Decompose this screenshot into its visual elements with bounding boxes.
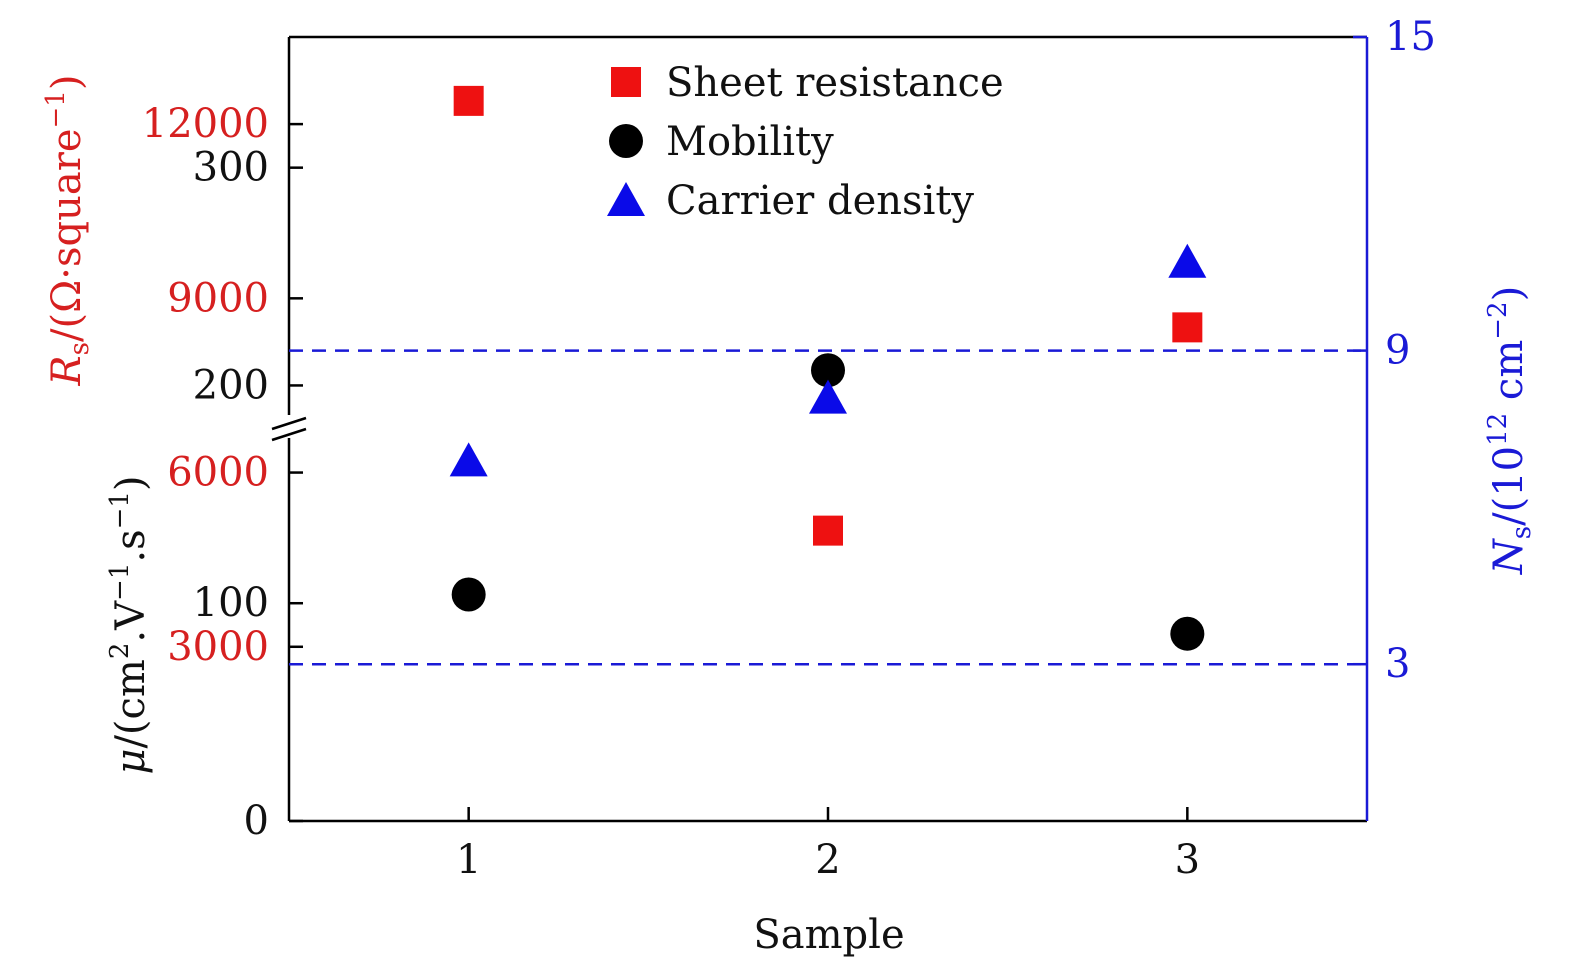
y-tick-label: 9000 [167,275,269,321]
square-point [1172,312,1203,343]
x-tick-label: 2 [815,837,840,883]
circle-point [451,577,486,612]
triangle-point [809,379,847,414]
data-markers [449,85,1207,651]
left-bottom-axis-label: μ/(cm2.V−1.s−1) [105,475,154,774]
y-tick-label: 100 [193,580,269,626]
circle-point [811,353,845,388]
square-point [813,515,843,546]
legend-triangle-symbol [607,182,645,216]
axis-break-mark [271,427,307,442]
x-tick-label: 1 [456,837,481,883]
axis-ticks: 3000 6000 9000 12000 0 100 200 300 3 9 15 1 2 3 [142,14,1436,883]
y-tick-label: 12000 [142,101,269,147]
reference-lines [289,349,1367,666]
right-tick-label: 15 [1385,14,1436,60]
right-axis-label: Ns/(1012 cm−2) [1483,286,1537,575]
y-tick-label: 200 [193,362,269,408]
legend-square-symbol [611,67,641,97]
y-tick-label: 3000 [167,624,269,670]
legend: Sheet resistance Mobility Carrier density [607,60,1004,224]
x-tick-label: 3 [1175,837,1200,883]
triangle-point [1168,243,1207,278]
y-tick-label: 0 [244,798,269,844]
axis-break-mark [271,416,307,431]
x-axis-label: Sample [753,912,904,958]
right-tick-label: 3 [1385,641,1410,687]
y-tick-label: 300 [193,145,269,191]
legend-label: Sheet resistance [666,60,1004,106]
legend-label: Mobility [666,119,834,165]
legend-label: Carrier density [666,178,974,224]
y-tick-label: 6000 [167,450,269,496]
circle-point [1170,616,1205,651]
legend-circle-symbol [609,124,643,158]
triangle-point [449,442,488,477]
left-top-axis-label: Rs/(Ω·square−1) [41,75,95,387]
right-tick-label: 9 [1385,328,1410,374]
square-point [453,85,484,116]
